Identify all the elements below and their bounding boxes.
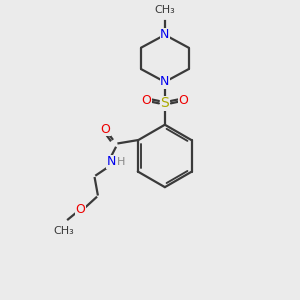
Text: O: O: [178, 94, 188, 107]
Text: S: S: [160, 96, 169, 110]
Text: N: N: [160, 75, 170, 88]
Text: N: N: [160, 28, 170, 41]
Text: O: O: [76, 203, 85, 216]
Text: CH₃: CH₃: [154, 5, 175, 15]
Text: O: O: [100, 122, 110, 136]
Text: H: H: [116, 157, 125, 167]
Text: O: O: [142, 94, 152, 107]
Text: N: N: [106, 155, 116, 168]
Text: CH₃: CH₃: [53, 226, 74, 236]
